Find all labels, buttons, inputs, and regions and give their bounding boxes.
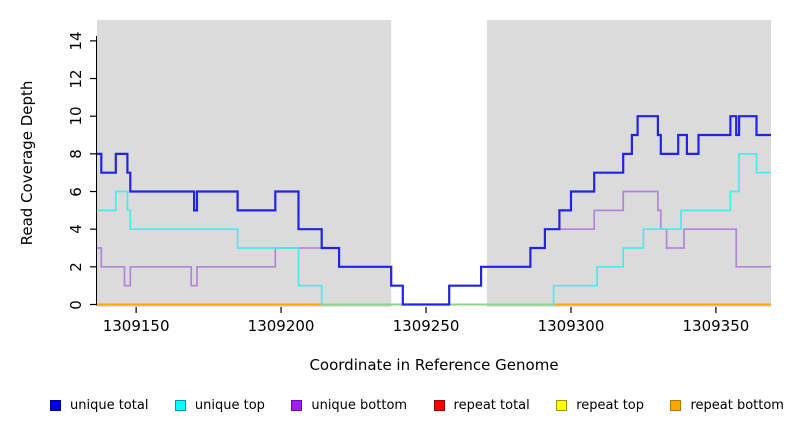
legend-item-unique-total: unique total [50, 398, 148, 413]
legend-swatch-icon [291, 400, 303, 411]
legend-item-repeat-total: repeat total [433, 398, 530, 413]
x-tick-label: 1309350 [682, 317, 750, 335]
legend: unique total unique top unique bottom repea… [50, 398, 784, 413]
legend-label: unique total [70, 398, 149, 413]
x-axis-title: Coordinate in Reference Genome [309, 356, 559, 374]
y-tick-label: 14 [67, 31, 85, 51]
x-tick-label: 1309300 [537, 317, 605, 335]
legend-label: repeat bottom [690, 398, 784, 413]
legend-label: repeat top [576, 398, 644, 413]
legend-item-unique-top: unique top [174, 398, 265, 413]
unique-total-line [97, 115, 771, 306]
legend-swatch-icon [50, 400, 61, 411]
legend-swatch-icon [433, 400, 445, 411]
x-tick-label: 1309250 [392, 317, 460, 335]
y-tick-label: 4 [67, 224, 85, 234]
y-tick-label: 10 [67, 106, 85, 126]
unique-top-line [97, 153, 771, 306]
legend-label: unique bottom [311, 398, 408, 413]
x-tick-label: 1309200 [247, 317, 315, 335]
y-tick-label: 8 [67, 149, 85, 159]
plot-canvas [90, 20, 771, 313]
y-tick-label: 2 [67, 262, 85, 272]
legend-label: repeat total [453, 398, 530, 413]
x-tick-label: 1309150 [102, 317, 170, 335]
no-data-band [391, 20, 487, 307]
y-tick-label: 12 [67, 68, 85, 89]
legend-item-unique-bottom: unique bottom [291, 398, 407, 413]
legend-item-repeat-bottom: repeat bottom [670, 398, 784, 413]
legend-item-repeat-top: repeat top [556, 398, 644, 413]
legend-swatch-icon [174, 400, 186, 411]
y-tick-label: 6 [67, 186, 85, 197]
legend-swatch-icon [670, 400, 682, 411]
y-axis-title: Read Coverage Depth [18, 80, 36, 246]
y-tick-label: 0 [67, 299, 85, 310]
legend-swatch-icon [556, 400, 568, 411]
legend-label: unique top [194, 398, 265, 413]
